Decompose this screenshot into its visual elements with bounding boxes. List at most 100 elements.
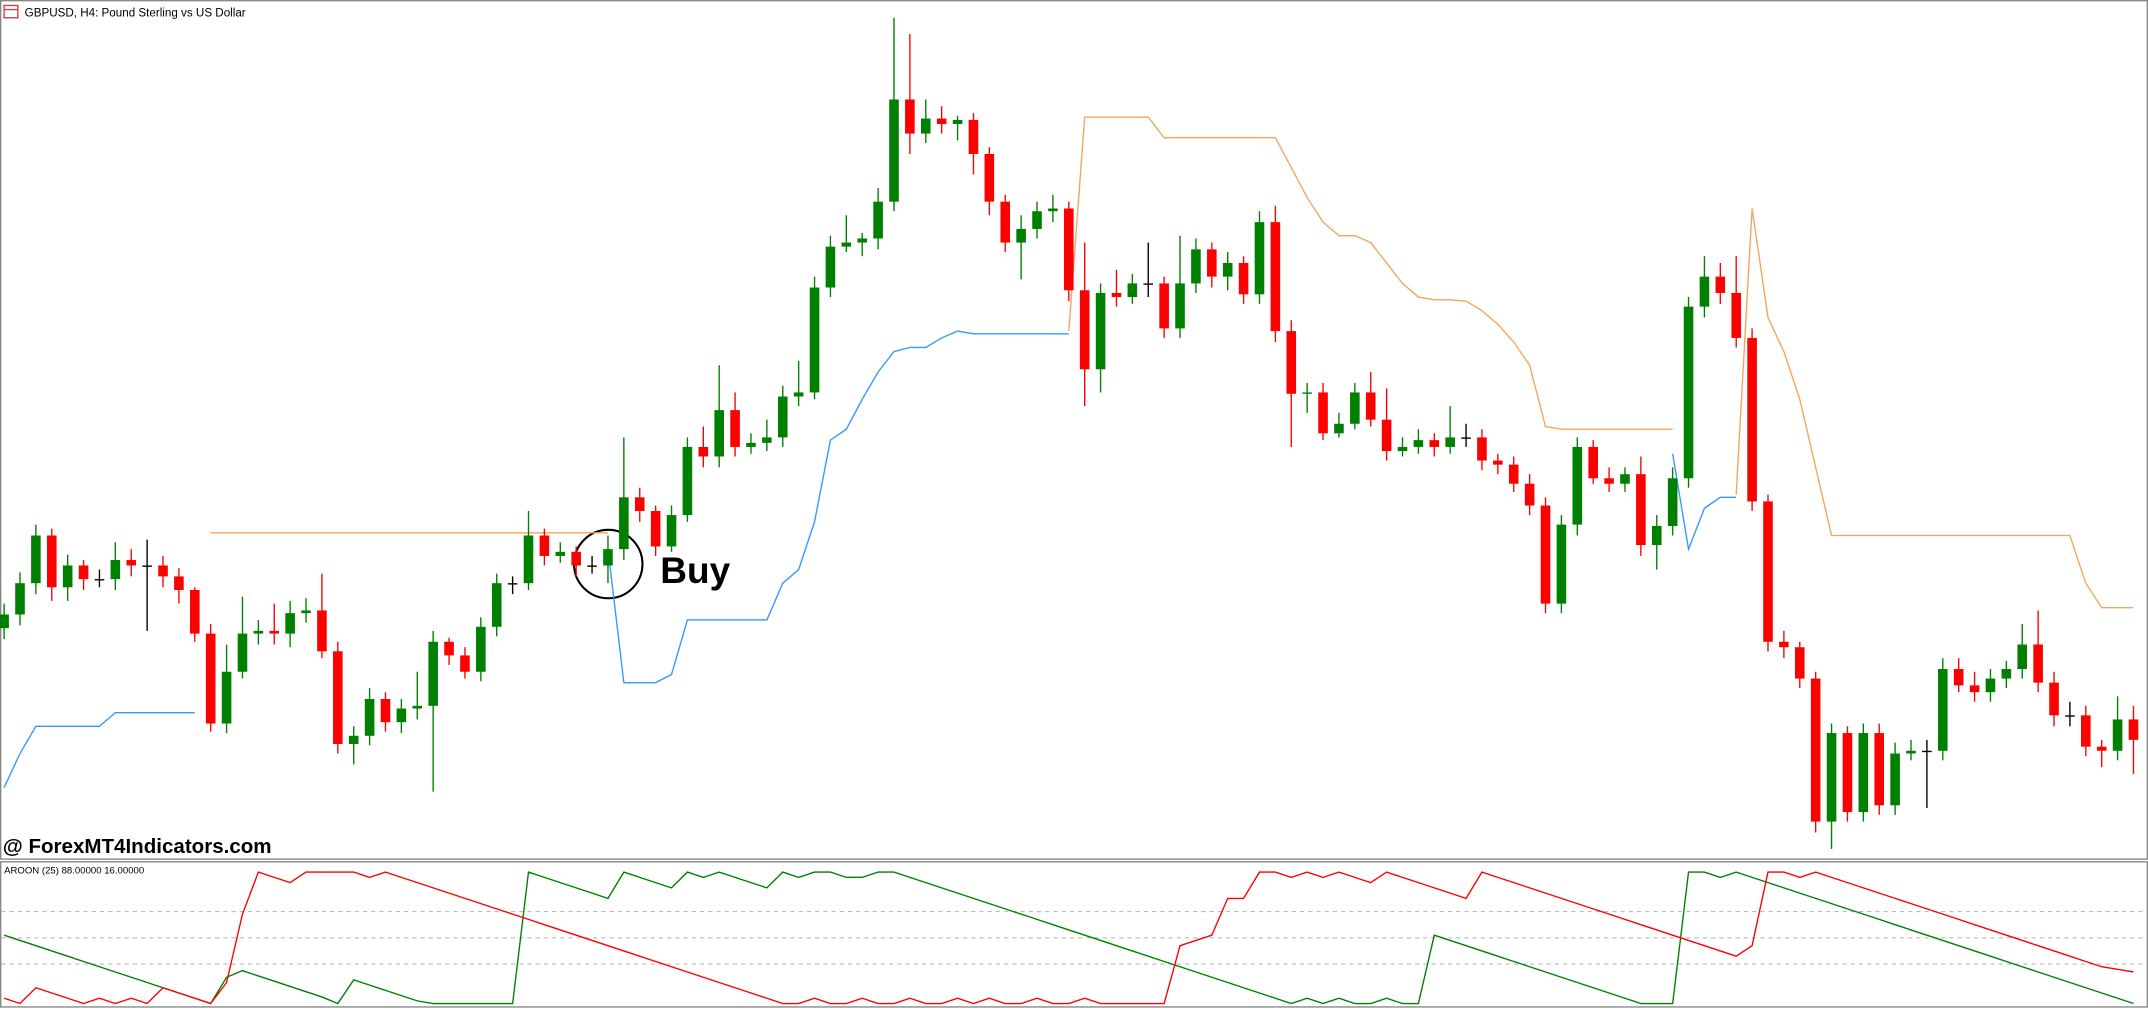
candle-body — [126, 560, 137, 566]
candle-body — [1270, 222, 1281, 332]
series-line — [1671, 453, 1737, 552]
candle-body — [444, 641, 454, 656]
candle-body — [31, 535, 41, 584]
candle-body — [285, 613, 295, 634]
candle-body — [237, 633, 248, 672]
series-line — [3, 871, 2134, 1005]
candle-body — [666, 515, 677, 547]
candle-body — [1397, 446, 1408, 452]
candle-body — [1413, 440, 1424, 447]
candle-body — [730, 410, 740, 447]
buy-annotation: Buy — [660, 550, 730, 591]
candle-body — [1969, 685, 1980, 693]
candle-body — [1810, 678, 1821, 822]
candle-body — [2112, 719, 2123, 751]
candle-body — [920, 118, 931, 134]
main-panel — [0, 0, 2148, 860]
candle-body — [762, 437, 772, 443]
candle-body — [412, 705, 423, 709]
candle-body — [1461, 437, 1471, 439]
candle-body — [857, 238, 868, 243]
candle-body — [1111, 292, 1122, 298]
candle-body — [873, 201, 883, 239]
candle-body — [1715, 276, 1726, 293]
candle-body — [0, 614, 9, 629]
candle-body — [174, 576, 184, 591]
candle-body — [539, 535, 550, 556]
candle-body — [1620, 474, 1630, 484]
candle-body — [1365, 392, 1376, 420]
candle-body — [396, 708, 407, 723]
candle-body — [1747, 337, 1757, 502]
candle-body — [523, 535, 534, 584]
candle-body — [1890, 753, 1900, 806]
candle-body — [1175, 283, 1185, 329]
candle-body — [555, 551, 566, 556]
candle-body — [2081, 715, 2091, 747]
candle-body — [1079, 290, 1090, 370]
candle-body — [1731, 292, 1742, 338]
candle-body — [269, 630, 280, 634]
candle-body — [460, 655, 470, 672]
candle-body — [1858, 733, 1869, 813]
candle-body — [1191, 249, 1201, 284]
candle-body — [1381, 419, 1392, 452]
candle-body — [364, 699, 375, 736]
candle-body — [2017, 644, 2028, 670]
candle-body — [650, 510, 661, 547]
series-line — [607, 330, 1069, 684]
candle-body — [507, 583, 518, 585]
candle-body — [1286, 331, 1297, 394]
candle-body — [746, 442, 756, 447]
candle-body — [1493, 460, 1503, 465]
candle-body — [1779, 641, 1789, 648]
candle-body — [1016, 228, 1026, 243]
candle-body — [301, 610, 311, 614]
candle-body — [348, 735, 359, 744]
candle-body — [1651, 525, 1662, 546]
candle-body — [1334, 423, 1344, 434]
candle-body — [1763, 501, 1773, 642]
series-line — [3, 871, 2134, 1005]
candle-body — [2001, 669, 2012, 679]
candle-body — [1874, 733, 1885, 806]
candle-body — [1953, 669, 1964, 686]
candle-body — [94, 579, 105, 581]
candle-body — [253, 630, 264, 634]
candle-body — [1048, 208, 1058, 212]
candle-body — [1556, 524, 1567, 604]
candle-body — [1477, 437, 1487, 461]
candle-body — [380, 699, 391, 723]
candle-body — [2128, 719, 2139, 740]
series-line — [3, 711, 195, 788]
candle-body — [2033, 644, 2043, 683]
candle-body — [1906, 750, 1916, 754]
candle-body — [825, 246, 836, 288]
candle-body — [78, 565, 89, 580]
candle-body — [1667, 478, 1678, 526]
candle-body — [1842, 733, 1853, 813]
candle-body — [190, 590, 200, 634]
candle-body — [1238, 262, 1249, 295]
candle-body — [968, 119, 979, 154]
candle-body — [1937, 669, 1948, 751]
candle-body — [793, 392, 804, 397]
candle-body — [1508, 464, 1519, 484]
candle-body — [428, 641, 438, 706]
chart-title: GBPUSD, H4: Pound Sterling vs US Dollar — [25, 6, 246, 19]
candle-body — [2065, 715, 2075, 717]
candle-body — [952, 119, 963, 125]
candle-body — [333, 651, 343, 744]
candle-body — [1588, 446, 1598, 479]
candle-body — [317, 610, 327, 652]
candle-body — [476, 626, 486, 672]
candle-body — [777, 396, 788, 438]
candle-body — [682, 446, 693, 516]
candle-body — [491, 583, 502, 627]
candle-body — [62, 565, 73, 588]
candle-body — [698, 446, 709, 457]
candle-body — [603, 549, 613, 566]
candle-body — [1572, 446, 1583, 525]
